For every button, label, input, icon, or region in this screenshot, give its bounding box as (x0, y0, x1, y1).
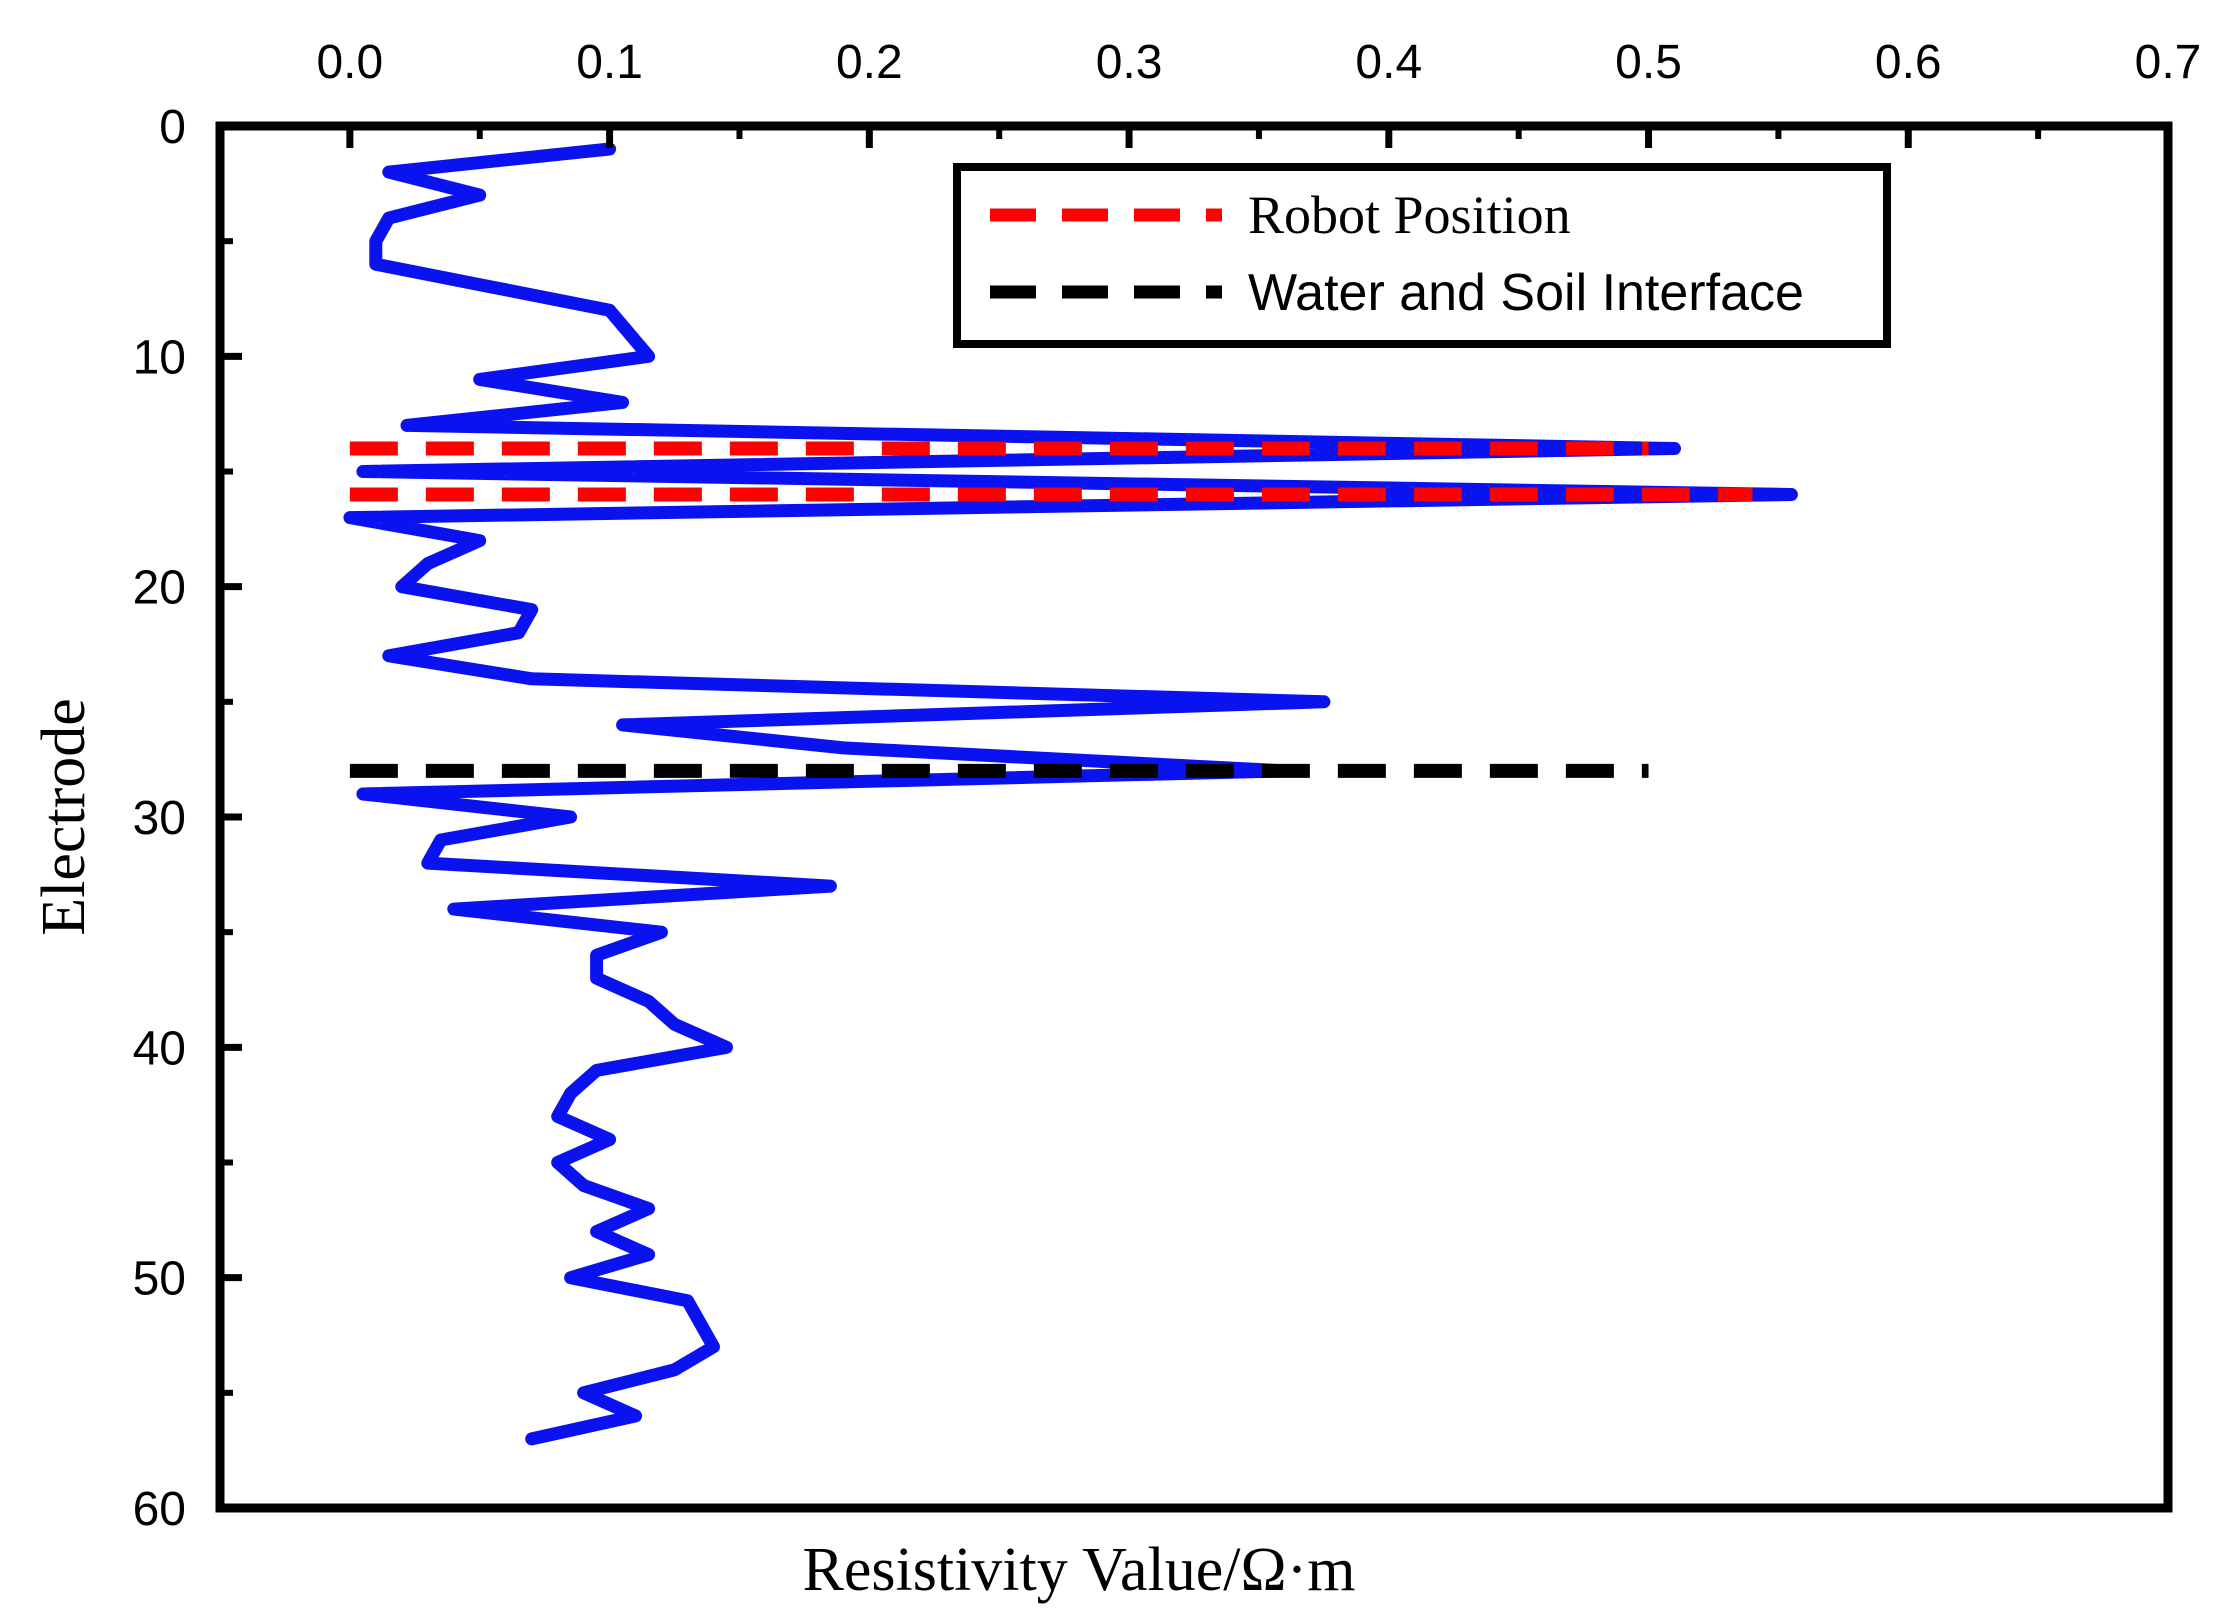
y-tick-label: 20 (133, 562, 186, 615)
series-line-resistivity (343, 142, 1798, 1446)
y-tick-label: 40 (133, 1022, 186, 1075)
x-tick-label: 0.4 (1355, 36, 1422, 89)
plot-layer (343, 142, 1798, 1446)
axes-layer: 0.0 0.1 0.2 0.3 0.4 0.5 0.6 0.7 0 10 20 30 40 50 60 (133, 36, 2202, 1536)
y-tick-label: 0 (159, 101, 186, 154)
x-axis-title: Resistivity Value/Ω·m (803, 1536, 1356, 1604)
legend-label-1: Water and Soil Interface (1248, 264, 1804, 322)
y-axis-title: Electrode (30, 698, 98, 936)
x-tick-label: 0.6 (1875, 36, 1942, 89)
y-tick-label: 10 (133, 331, 186, 384)
x-tick-label: 0.3 (1096, 36, 1163, 89)
y-tick-label: 50 (133, 1253, 186, 1306)
legend-label-0: Robot Position (1248, 185, 1571, 245)
legend: Robot Position Water and Soil Interface (953, 163, 1891, 348)
x-tick-label: 0.7 (2135, 36, 2202, 89)
x-tick-label: 0.0 (316, 36, 383, 89)
x-tick-label: 0.1 (576, 36, 643, 89)
y-tick-label: 30 (133, 792, 186, 845)
legend-box (953, 163, 1891, 348)
x-tick-label: 0.5 (1615, 36, 1682, 89)
x-tick-label: 0.2 (836, 36, 903, 89)
y-tick-label: 60 (133, 1483, 186, 1536)
